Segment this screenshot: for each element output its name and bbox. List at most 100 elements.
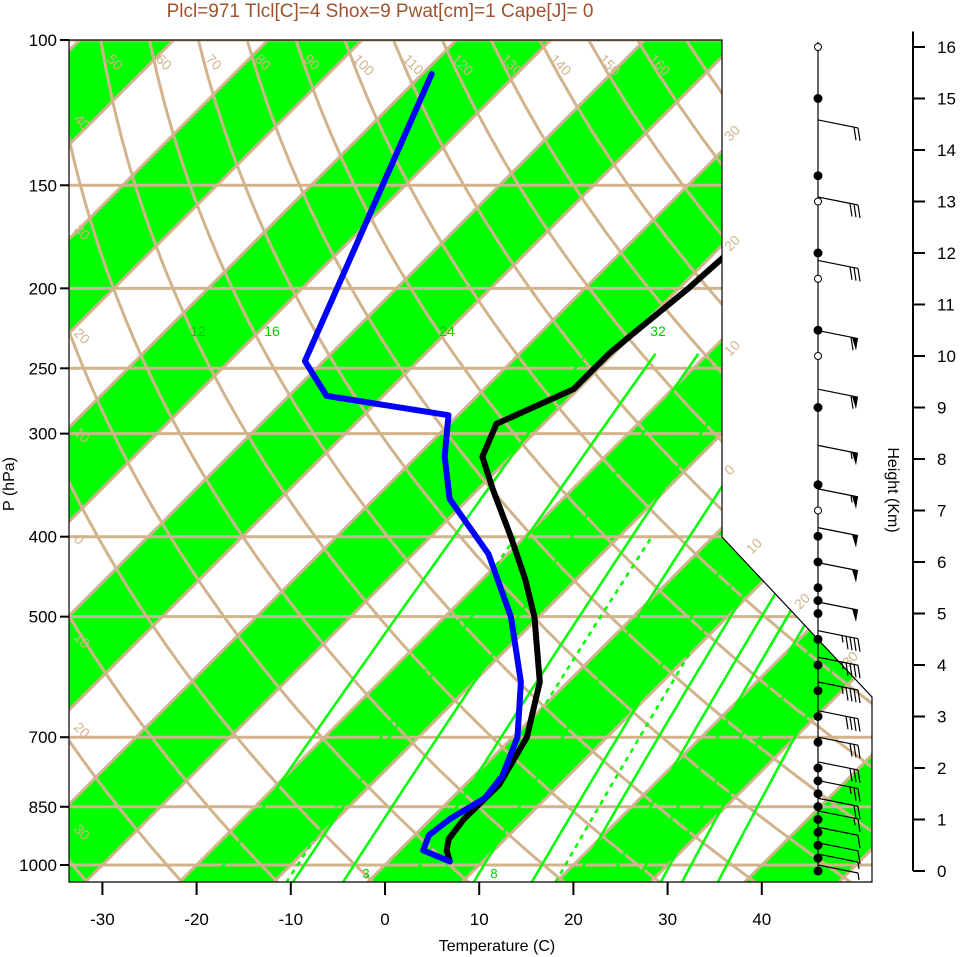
wind-barb-half-feather bbox=[850, 495, 853, 503]
wind-barb-shaft bbox=[817, 853, 859, 863]
temperature-band bbox=[69, 40, 589, 882]
isotherm-line bbox=[554, 40, 872, 882]
isotherm-line bbox=[69, 40, 402, 882]
wind-marker-filled bbox=[813, 763, 823, 773]
wind-marker-open bbox=[814, 43, 822, 51]
wind-barb-feather bbox=[853, 787, 857, 801]
wind-marker-filled bbox=[813, 248, 823, 258]
isotherm-line bbox=[460, 40, 872, 882]
isotherm-line bbox=[69, 40, 307, 882]
wind-barb-half-feather bbox=[853, 818, 856, 826]
wind-barb-feather bbox=[849, 716, 853, 731]
isotherm-line bbox=[837, 40, 872, 882]
wind-barb-feather bbox=[849, 663, 853, 677]
temperature-band bbox=[69, 40, 777, 882]
dry-adiabat-line bbox=[99, 40, 662, 882]
y-tick-label: 300 bbox=[29, 425, 57, 444]
dry-adiabat-line bbox=[69, 40, 566, 882]
temperature-profile-line bbox=[443, 71, 872, 865]
wind-barb-shaft bbox=[817, 710, 859, 720]
height-tick-label: 8 bbox=[937, 450, 946, 469]
temperature-band bbox=[69, 40, 400, 882]
wind-barb-feather bbox=[849, 266, 853, 280]
mixing-ratio-label: 24 bbox=[439, 323, 455, 339]
wind-barb-feather bbox=[857, 745, 861, 759]
wind-barb-feather bbox=[853, 805, 857, 819]
temperature-band bbox=[933, 2, 961, 882]
x-tick-label: -20 bbox=[184, 910, 209, 929]
wind-barb-feather bbox=[853, 717, 857, 731]
wind-barb-feather bbox=[857, 638, 861, 652]
wind-barb-feather bbox=[849, 203, 853, 217]
plot-frame bbox=[68, 39, 873, 883]
isotherm-line bbox=[69, 40, 590, 882]
y-tick-label: 150 bbox=[29, 176, 57, 195]
temperature-band bbox=[0, 2, 23, 882]
wind-barb-half-feather bbox=[857, 872, 860, 881]
isotherm-label: 20 bbox=[791, 590, 813, 612]
wind-barb-half-feather bbox=[849, 786, 852, 795]
x-tick-label: 10 bbox=[470, 910, 489, 929]
wind-barb-pennant bbox=[852, 534, 858, 548]
wind-marker-filled bbox=[813, 171, 823, 181]
wind-marker-filled bbox=[813, 853, 823, 863]
wind-barb-shaft bbox=[817, 864, 859, 874]
height-tick-label: 7 bbox=[937, 502, 946, 521]
wind-marker-filled bbox=[813, 583, 823, 593]
wind-barb-feather bbox=[849, 743, 853, 757]
wind-barb-feather bbox=[853, 744, 857, 758]
wind-barb-feather bbox=[853, 267, 857, 281]
height-tick-label: 4 bbox=[937, 656, 946, 675]
chart-title: Plcl=971 Tlcl[C]=4 Shox=9 Pwat[cm]=1 Cap… bbox=[167, 1, 594, 22]
dry-adiabat-line bbox=[440, 40, 872, 882]
isotherm-line bbox=[933, 2, 961, 882]
wind-marker-filled bbox=[813, 712, 823, 721]
wind-marker-open bbox=[814, 197, 822, 206]
wind-marker-filled bbox=[813, 325, 823, 335]
wind-barb-shaft bbox=[817, 601, 859, 611]
mixing-ratio-label: 32 bbox=[650, 323, 666, 339]
wind-barb-half-feather bbox=[841, 686, 844, 694]
wind-barb-shaft bbox=[817, 388, 859, 398]
wind-barb-feather bbox=[857, 806, 861, 820]
wind-barb-shaft bbox=[817, 681, 859, 691]
height-tick-label: 1 bbox=[937, 811, 946, 830]
wind-barb-pennant bbox=[852, 609, 858, 623]
isotherm-label: 0 bbox=[721, 461, 738, 478]
mixing-ratio-dashed-line bbox=[285, 535, 517, 882]
height-tick-label: 11 bbox=[937, 296, 955, 315]
wind-barb-shaft bbox=[817, 562, 859, 572]
x-tick-label: -10 bbox=[279, 910, 304, 929]
wind-barb-pennant bbox=[852, 337, 858, 351]
wind-barb-feather bbox=[857, 769, 861, 784]
mixing-ratio-label: 8 bbox=[490, 866, 497, 881]
wind-marker-filled bbox=[813, 531, 823, 541]
dry-adiabat-line bbox=[294, 40, 872, 882]
height-tick-label: 12 bbox=[937, 244, 956, 263]
wind-barb-shaft bbox=[817, 196, 859, 206]
height-tick-label: 5 bbox=[937, 605, 946, 624]
wind-barb-feather bbox=[853, 664, 857, 678]
dry-adiabat-line bbox=[69, 40, 471, 882]
wind-barb-shaft bbox=[817, 444, 859, 454]
wind-barb-shaft bbox=[817, 656, 859, 666]
mixing-ratio-dashed-line bbox=[554, 536, 762, 882]
wind-marker-filled bbox=[813, 686, 823, 696]
wind-marker-filled bbox=[813, 802, 823, 812]
dry-adiabat-line bbox=[148, 40, 757, 882]
y-tick-label: 100 bbox=[29, 31, 57, 50]
wind-barb-shaft bbox=[817, 259, 859, 270]
mixing-ratio-line bbox=[472, 353, 811, 882]
wind-barb-feather bbox=[857, 204, 861, 219]
wind-barb-feather bbox=[845, 716, 849, 730]
mixing-ratio-label: 12 bbox=[190, 323, 206, 339]
wind-marker-open bbox=[814, 352, 822, 360]
isotherm-label: 0 bbox=[71, 531, 88, 548]
wind-marker-filled bbox=[813, 660, 823, 670]
wind-marker-filled bbox=[813, 480, 823, 490]
wind-marker-filled bbox=[813, 789, 823, 799]
wind-barb-shaft bbox=[817, 826, 859, 836]
wind-barb-feather bbox=[857, 818, 861, 833]
wind-barb-feather bbox=[849, 768, 853, 782]
